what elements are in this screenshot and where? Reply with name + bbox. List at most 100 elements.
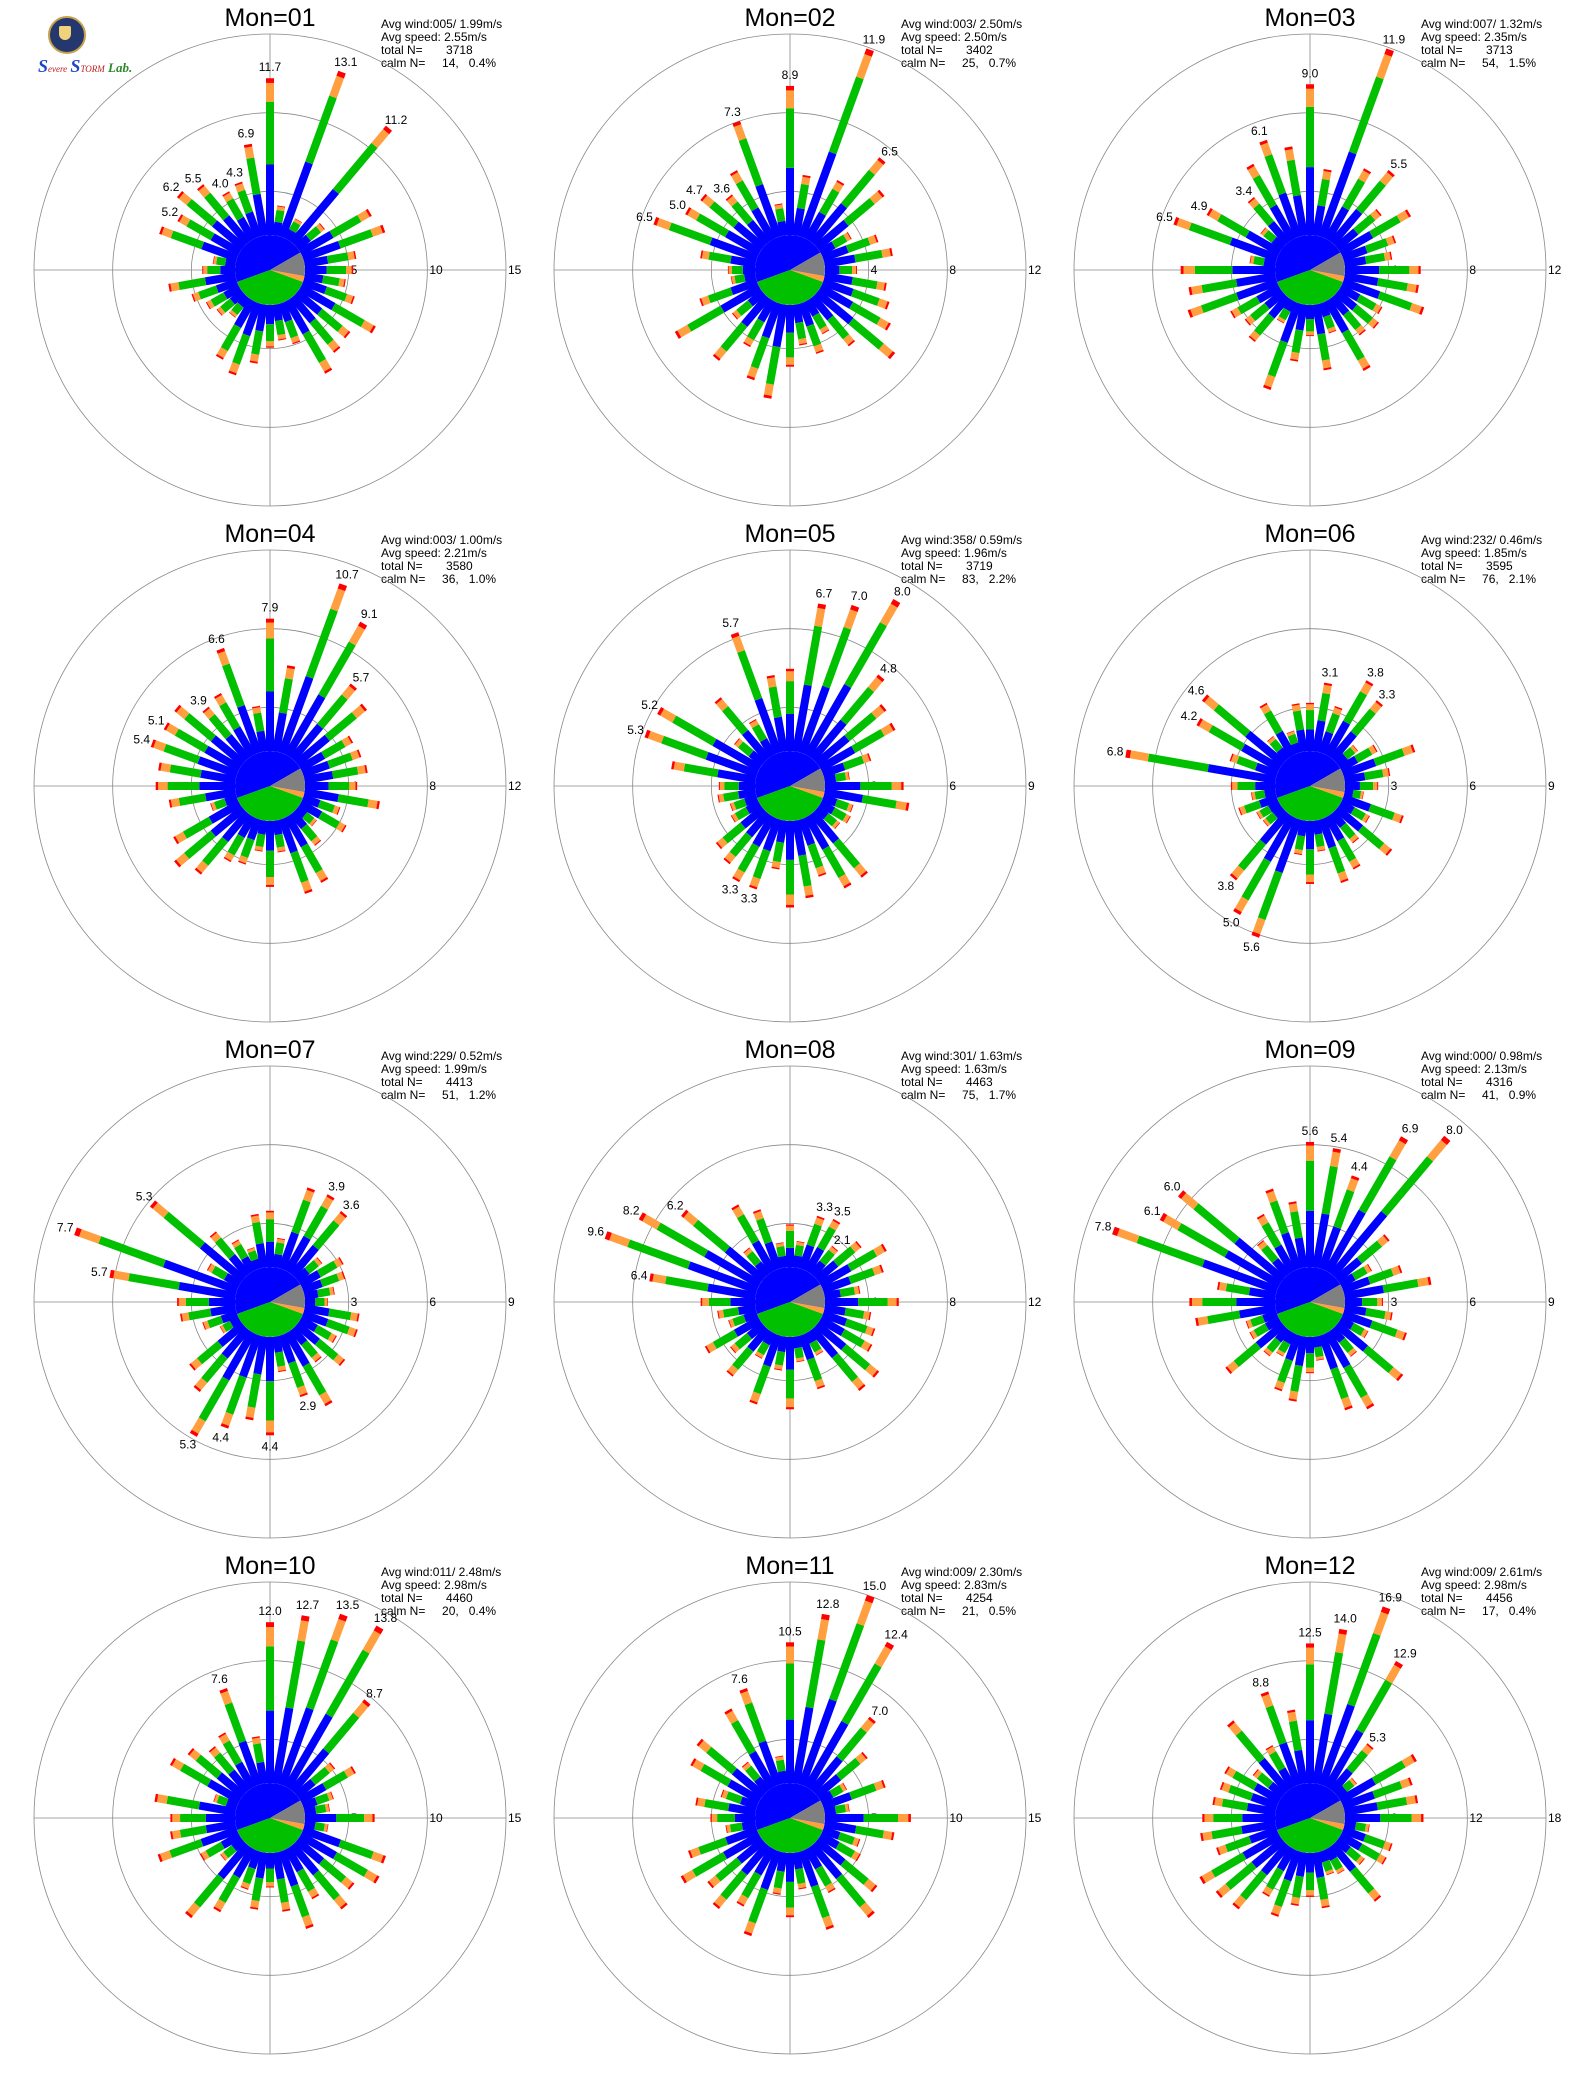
direction-bar-segment [722, 822, 746, 844]
direction-value-label: 12.5 [1298, 1625, 1322, 1639]
direction-bar-segment [717, 837, 728, 849]
direction-bar-segment [338, 1839, 374, 1860]
direction-bar-segment [1368, 1888, 1380, 1901]
direction-bar-segment [290, 1884, 310, 1918]
stats-box: Avg wind:003/ 1.00m/s Avg speed: 2.21m/s t… [381, 534, 502, 586]
direction-bar-segment [298, 1783, 327, 1804]
direction-bar-segment [1353, 214, 1376, 235]
direction-bar-segment [356, 765, 366, 775]
direction-bar-segment [255, 1851, 268, 1879]
direction-bar-segment [324, 367, 333, 374]
calm-hub-slice [757, 1818, 823, 1853]
direction-bar-segment [804, 298, 820, 317]
direction-value-label: 9.0 [1302, 66, 1319, 80]
direction-bar-segment [1350, 708, 1376, 737]
direction-bar-segment [1388, 1843, 1393, 1852]
direction-bar-segment [1225, 1366, 1233, 1374]
direction-bar-segment [305, 95, 337, 165]
direction-bar-segment [747, 366, 759, 378]
direction-bar-segment [750, 335, 770, 369]
direction-bar-segment [1267, 735, 1274, 742]
direction-bar-segment [1350, 1175, 1360, 1181]
direction-value-label: 5.2 [641, 698, 658, 712]
direction-bar-segment [284, 814, 308, 848]
direction-bar-segment [1334, 805, 1364, 832]
direction-bar-segment [217, 650, 230, 667]
direction-bar-segment [1263, 257, 1277, 268]
direction-bar-segment [1324, 206, 1350, 242]
direction-bar-segment [1349, 857, 1360, 869]
direction-bar-segment [751, 207, 776, 242]
direction-bar-segment [299, 1392, 308, 1398]
direction-bar-segment [1193, 1203, 1240, 1244]
direction-bar-segment [1369, 1320, 1398, 1338]
direction-bar-segment [332, 346, 341, 353]
direction-bar-segment [1401, 745, 1414, 756]
direction-bar-segment [338, 1358, 346, 1367]
direction-bar-segment [1409, 302, 1422, 314]
direction-bar-segment [1356, 1679, 1393, 1734]
direction-bar-segment [1295, 1851, 1308, 1877]
direction-bar-segment [851, 1376, 865, 1390]
direction-bar-segment [738, 138, 763, 187]
direction-bar-segment [731, 312, 738, 320]
direction-bar-segment [657, 706, 665, 716]
direction-bar-segment [1388, 1366, 1402, 1380]
direction-bar-segment [203, 708, 215, 720]
direction-bar-segment [1312, 205, 1326, 237]
direction-bar-segment [215, 278, 239, 293]
stats-box: Avg wind:232/ 0.46m/s Avg speed: 1.85m/s t… [1421, 534, 1542, 586]
direction-bar-segment [867, 1716, 876, 1725]
direction-bar-segment [1367, 317, 1378, 328]
calm-hub-slice [235, 235, 301, 282]
direction-bar-segment [195, 1377, 208, 1391]
stats-line: Avg wind:229/ 0.52m/s [381, 1049, 503, 1063]
direction-bar-segment [172, 1829, 182, 1840]
direction-bar-segment [242, 1866, 256, 1885]
direction-bar-segment [239, 1333, 262, 1378]
direction-bar-segment [333, 1852, 368, 1877]
direction-bar-segment [1355, 1855, 1365, 1865]
direction-bar-segment [326, 1194, 335, 1201]
direction-bar-segment [836, 180, 845, 186]
direction-bar-segment [1234, 896, 1249, 913]
direction-bar-segment [850, 288, 880, 306]
direction-bar-segment [1362, 364, 1371, 371]
direction-bar-segment [222, 810, 251, 843]
direction-bar-segment [245, 1406, 256, 1418]
direction-bar-segment [775, 1756, 784, 1762]
direction-bar-segment [216, 308, 223, 316]
direction-bar-segment [298, 230, 334, 256]
direction-bar-segment [814, 1348, 823, 1356]
direction-bar-segment [213, 1906, 222, 1913]
direction-bar-segment [174, 859, 182, 868]
direction-bar-segment [234, 298, 256, 329]
direction-bar-segment [884, 322, 891, 331]
direction-bar-segment [216, 1795, 229, 1807]
direction-bar-segment [1341, 758, 1377, 778]
direction-bar-segment [1129, 750, 1150, 762]
direction-bar-segment [1264, 1347, 1273, 1356]
panel-title: Mon=06 [1264, 520, 1356, 548]
direction-bar-segment [828, 76, 864, 155]
direction-bar-segment [170, 798, 181, 808]
direction-bar-segment [1320, 1898, 1330, 1907]
calm-hub-slice [790, 1302, 825, 1314]
direction-bar-segment [849, 1783, 877, 1800]
direction-bar-segment [1324, 1330, 1351, 1369]
direction-value-label: 6.5 [881, 144, 898, 158]
direction-bar-segment [810, 1884, 830, 1919]
direction-bar-segment [1322, 314, 1335, 330]
panel-title: Mon=01 [224, 4, 316, 32]
direction-bar-segment [846, 232, 852, 240]
calm-hub-slice [755, 235, 821, 282]
direction-value-label: 8.7 [366, 1686, 383, 1700]
direction-bar-segment [708, 251, 732, 264]
direction-bar-segment [821, 245, 849, 262]
direction-bar-segment [303, 272, 324, 284]
direction-bar-segment [1376, 54, 1392, 80]
direction-bar-segment [1330, 1857, 1343, 1871]
direction-value-label: 5.1 [148, 713, 165, 727]
grid-ring [553, 549, 1027, 1023]
direction-bar-segment [757, 298, 776, 323]
